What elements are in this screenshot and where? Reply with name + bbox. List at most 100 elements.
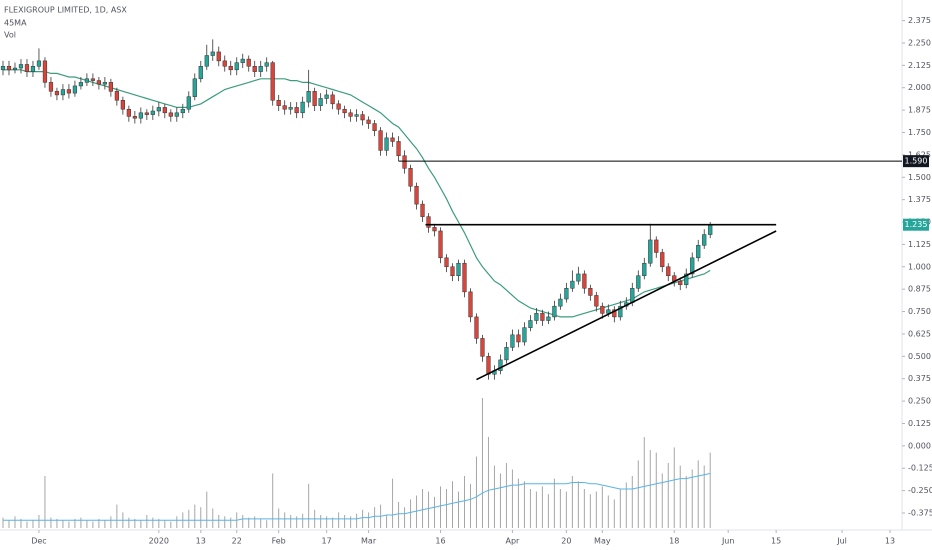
candle-body <box>72 85 78 94</box>
candle-body <box>408 168 413 187</box>
candle-body <box>432 227 437 232</box>
candle-body <box>534 313 539 321</box>
y-tick-label: -0.375 <box>908 508 932 517</box>
x-tick-label: 20 <box>561 537 571 546</box>
candle-body <box>336 103 341 110</box>
candle-body <box>480 338 485 357</box>
candle-body <box>120 100 125 110</box>
candle-body <box>348 112 353 117</box>
candle-body <box>114 91 119 101</box>
candle-body <box>528 320 533 328</box>
volume-legend: Vol <box>4 31 16 40</box>
price-label: 1.590 <box>905 157 928 166</box>
y-tick-label: 0.000 <box>908 441 931 450</box>
candle-body <box>486 356 491 375</box>
ma-legend: 45MA <box>4 19 27 28</box>
candle-body <box>12 67 18 71</box>
candle-body <box>264 62 269 67</box>
candle-body <box>516 334 521 343</box>
candle-body <box>414 185 419 205</box>
candle-body <box>366 119 371 124</box>
candle-body <box>180 108 185 114</box>
y-tick-label: 2.375 <box>908 16 931 25</box>
candle-body <box>444 257 449 268</box>
candle-body <box>210 51 215 56</box>
candle-body <box>90 78 96 81</box>
candle-body <box>474 316 479 339</box>
candle-body <box>378 130 383 151</box>
candle-body <box>240 58 245 63</box>
candle-body <box>234 62 239 71</box>
x-tick-label: May <box>594 537 611 546</box>
candle-body <box>420 203 425 217</box>
y-tick-label: 1.500 <box>908 173 931 182</box>
candle-body <box>222 60 227 67</box>
candle-body <box>510 334 515 348</box>
candle-body <box>138 112 143 119</box>
candle-body <box>252 66 257 72</box>
y-tick-label: 1.375 <box>908 195 931 204</box>
x-tick-label: 13 <box>196 537 206 546</box>
x-tick-label: Feb <box>272 537 286 546</box>
trendline <box>476 230 777 381</box>
candle-body <box>282 105 287 110</box>
candle-body <box>462 262 467 293</box>
chart-title: FLEXIGROUP LIMITED, 1D, ASX <box>4 6 127 15</box>
candle-body <box>270 62 275 101</box>
candle-body <box>306 91 311 103</box>
candle-body <box>48 82 54 92</box>
candle-body <box>648 239 653 264</box>
candle-body <box>162 107 167 114</box>
candle-body <box>66 89 72 94</box>
candle-body <box>144 112 149 115</box>
candle-body <box>546 316 551 321</box>
candle-body <box>198 66 203 80</box>
candle-body <box>390 137 395 142</box>
candle-body <box>102 82 107 85</box>
candle-body <box>24 64 30 72</box>
candle-body <box>54 91 60 96</box>
candle-body <box>600 305 605 314</box>
candle-body <box>396 141 401 157</box>
candle-body <box>576 273 581 282</box>
candle-body <box>126 108 131 117</box>
candle-body <box>498 359 503 371</box>
candle-body <box>186 96 191 110</box>
y-tick-label: 0.625 <box>908 329 931 338</box>
y-tick-label: 2.250 <box>908 38 931 47</box>
candle-body <box>300 101 305 114</box>
x-tick-label: Mar <box>361 537 377 546</box>
candle-body <box>570 280 575 289</box>
candle-body <box>258 66 263 72</box>
price-label-box <box>903 218 929 231</box>
y-tick-label: 0.375 <box>908 374 931 383</box>
candle-body <box>228 66 233 71</box>
x-tick-label: Apr <box>506 537 521 546</box>
candle-body <box>696 245 701 259</box>
candle-body <box>6 66 12 71</box>
candle-body <box>678 280 683 285</box>
candle-body <box>108 82 113 92</box>
y-tick-label: -0.125 <box>908 464 932 473</box>
x-tick-label: 18 <box>669 537 679 546</box>
candle-body <box>330 94 335 105</box>
y-tick-label: 2.125 <box>908 61 931 70</box>
candle-body <box>564 288 569 300</box>
candle-body <box>438 230 443 259</box>
x-tick-label: 13 <box>885 537 895 546</box>
candle-body <box>168 112 173 117</box>
candle-body <box>468 291 473 318</box>
candle-body <box>0 66 6 71</box>
x-tick-label: 22 <box>232 537 242 546</box>
x-tick-label: Dec <box>31 537 46 546</box>
candle-body <box>276 100 281 106</box>
candle-body <box>708 224 713 235</box>
candle-body <box>312 91 317 106</box>
candle-body <box>618 305 623 318</box>
x-tick-label: 16 <box>435 537 445 546</box>
candle-body <box>660 252 665 268</box>
candle-body <box>84 78 90 83</box>
candle-body <box>684 273 689 285</box>
candle-body <box>612 309 617 318</box>
